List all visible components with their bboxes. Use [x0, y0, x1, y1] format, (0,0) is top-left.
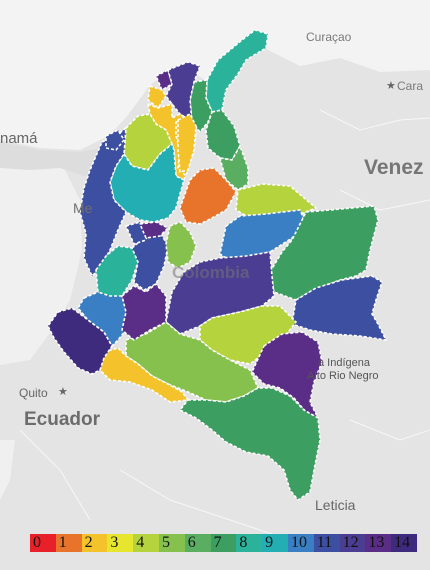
basemap-label-medellin: Me — [73, 200, 93, 216]
region-boyaca[interactable]: Boyacá — [179, 167, 237, 225]
basemap-label-leticia: Leticia — [315, 497, 356, 513]
region-putumayo[interactable]: Putumayo — [99, 347, 189, 403]
basemap-label-alto-rio-negro: Alto Rio Negro — [307, 370, 379, 382]
legend-item-11: 11 — [313, 534, 340, 552]
region-vichada[interactable]: Vichada — [269, 205, 379, 301]
legend-label: 7 — [213, 534, 222, 551]
region-guainia[interactable]: Guainía — [291, 275, 387, 341]
legend-label: 4 — [136, 534, 145, 551]
legend-label: 1 — [58, 534, 67, 551]
legend-label: 13 — [368, 534, 385, 551]
legend-item-7: 7 — [210, 534, 237, 552]
region-caldas[interactable]: Huila — [139, 221, 169, 239]
capital-star-icon: ★ — [386, 80, 396, 92]
region-caqueta[interactable]: Caquetá — [125, 321, 259, 403]
basemap-label-caracas: Cara — [397, 79, 424, 93]
legend-item-2: 2 — [81, 534, 108, 552]
legend-label: 11 — [316, 534, 333, 551]
legend-label: 9 — [265, 534, 274, 551]
roads — [19, 109, 430, 541]
legend-label: 12 — [342, 534, 359, 551]
legend-label: 10 — [290, 534, 307, 551]
legend-label: 6 — [187, 534, 196, 551]
region-la-guajira[interactable]: La Guajira — [205, 29, 269, 113]
region-meta[interactable]: Meta — [165, 251, 275, 335]
region-huila[interactable]: Huila — [121, 283, 167, 341]
legend-item-3: 3 — [107, 534, 134, 552]
region-narino[interactable]: Nariño — [47, 307, 113, 375]
region-santander-main[interactable]: Santander — [177, 113, 197, 173]
capital-star-icon-quito: ★ — [58, 386, 68, 398]
basemap-label-quito: Quito — [19, 386, 48, 400]
legend-item-6: 6 — [184, 534, 211, 552]
region-valle[interactable]: Valle del Cauca — [95, 245, 139, 297]
legend-label: 14 — [394, 534, 411, 551]
color-legend: 0 1 2 3 4 5 6 7 8 9 10 11 12 13 14 — [30, 534, 417, 552]
legend-label: 0 — [33, 534, 41, 551]
legend-item-5: 5 — [158, 534, 185, 552]
legend-item-12: 12 — [339, 534, 366, 552]
region-cundinamarca[interactable]: Cundinamarca — [165, 221, 197, 269]
legend-item-8: 8 — [236, 534, 263, 552]
panama-land — [0, 142, 105, 178]
basemap-label-ecuador: Ecuador — [24, 409, 101, 430]
legend-item-13: 13 — [365, 534, 392, 552]
pacific-ocean-south — [0, 440, 15, 500]
legend-item-4: 4 — [133, 534, 159, 552]
legend-label: 2 — [84, 534, 93, 551]
legend-item-10: 10 — [287, 534, 314, 552]
legend-item-14: 14 — [391, 534, 417, 552]
region-vaupes[interactable]: Vaupés — [251, 331, 323, 419]
region-choco[interactable]: Chocó — [79, 127, 127, 277]
caribbean-sea — [0, 0, 430, 150]
basemap-label-venezuela: Venez — [364, 156, 424, 179]
legend-item-9: 9 — [262, 534, 288, 552]
region-arauca[interactable]: Arauca — [235, 183, 317, 219]
basemap-label-indigena: a Indígena — [318, 357, 370, 369]
legend-label: 5 — [161, 534, 170, 551]
legend-label: 8 — [239, 534, 248, 551]
region-amazonas[interactable]: Amazonas — [179, 387, 321, 501]
legend-item-1: 1 — [55, 534, 82, 552]
basemap-label-curacao: Curaçao — [306, 30, 352, 44]
region-choco-north[interactable]: Chocó — [105, 129, 125, 151]
region-sucre[interactable]: Sucre — [147, 85, 167, 109]
legend-label: 3 — [110, 534, 119, 551]
basemap-label-colombia: Colombia — [172, 263, 250, 282]
legend-item-0: 0 — [30, 534, 56, 552]
basemap-label-panama: namá — [0, 130, 38, 147]
